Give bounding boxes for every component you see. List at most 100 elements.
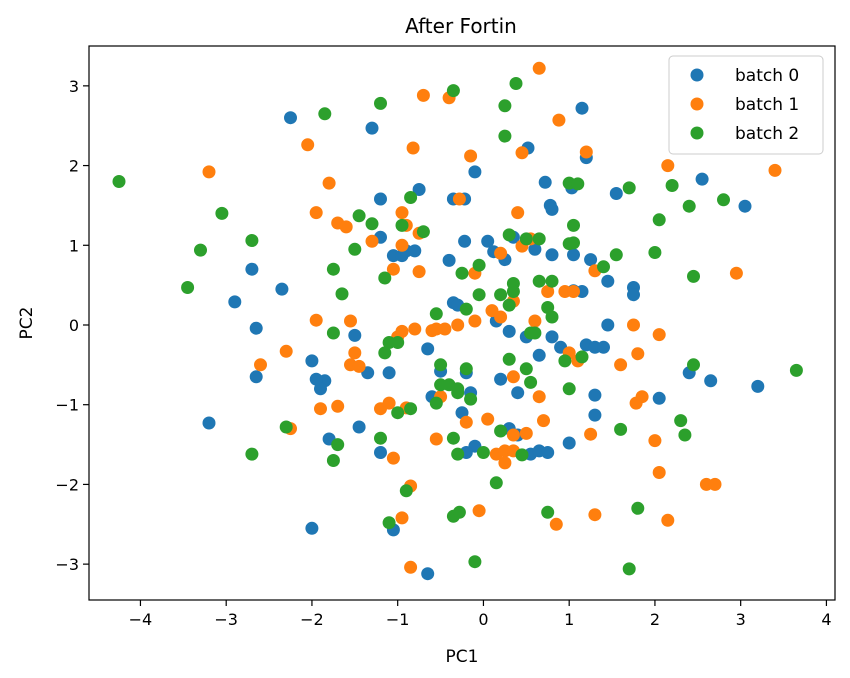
data-point [314, 402, 327, 416]
data-point [412, 183, 426, 196]
x-tick-label: 4 [821, 610, 831, 629]
data-point [652, 466, 666, 479]
data-point [374, 96, 387, 110]
data-point [528, 242, 542, 256]
data-point [674, 414, 688, 428]
y-tick-label: 1 [69, 236, 79, 255]
data-point [305, 354, 319, 368]
y-tick-label: −1 [55, 396, 79, 415]
legend-label: batch 0 [735, 66, 799, 86]
data-point [579, 145, 593, 159]
data-point [629, 396, 643, 410]
data-point [678, 428, 692, 442]
legend-marker [690, 97, 704, 111]
data-point [609, 248, 623, 262]
data-point [455, 266, 469, 280]
data-point [395, 218, 409, 232]
data-point [378, 346, 392, 360]
data-point [421, 567, 435, 581]
x-tick-label: 2 [650, 610, 660, 629]
data-point [275, 282, 289, 296]
data-point [545, 202, 559, 216]
data-point [627, 288, 640, 302]
plot-area-frame [88, 45, 836, 601]
data-point [451, 447, 465, 461]
data-point [365, 217, 379, 231]
data-point [717, 193, 730, 207]
data-point [631, 501, 645, 515]
data-point [458, 234, 472, 248]
data-point [416, 88, 430, 102]
data-point [464, 149, 478, 163]
data-point [386, 451, 400, 465]
chart-title: After Fortin [405, 14, 517, 38]
data-point [464, 392, 478, 406]
data-point [494, 424, 508, 438]
data-point [708, 477, 722, 491]
y-tick-label: 0 [69, 316, 79, 335]
data-point [682, 199, 696, 213]
data-point [498, 129, 512, 143]
data-point [395, 324, 409, 338]
data-point [404, 560, 418, 574]
data-point [215, 206, 229, 220]
data-point [498, 99, 512, 113]
y-tick-label: 2 [69, 157, 79, 176]
data-point [567, 248, 580, 262]
data-point [331, 438, 345, 452]
data-point [326, 262, 340, 276]
data-point [695, 172, 709, 186]
data-point [601, 274, 615, 288]
data-point [416, 225, 430, 239]
data-point [348, 328, 362, 342]
data-point [335, 287, 349, 301]
data-point [112, 175, 126, 188]
data-point [622, 181, 636, 195]
data-point [468, 165, 482, 179]
data-point [687, 358, 700, 372]
data-point [245, 447, 259, 461]
data-point [322, 176, 336, 190]
data-point [429, 396, 443, 410]
data-point [532, 390, 546, 404]
data-point [541, 285, 555, 298]
data-point [408, 244, 422, 258]
data-point [476, 446, 490, 459]
data-point [318, 107, 332, 121]
data-point [254, 358, 267, 372]
data-point [648, 246, 662, 259]
data-point [545, 248, 559, 262]
data-point [609, 187, 623, 200]
data-point [519, 362, 533, 376]
x-tick-label: 0 [478, 610, 488, 629]
data-point [352, 420, 366, 434]
data-point [472, 288, 486, 302]
data-point [339, 220, 353, 234]
data-point [562, 436, 576, 450]
legend-marker [690, 126, 704, 140]
data-point [661, 159, 675, 173]
data-point [472, 504, 486, 518]
data-point [365, 234, 379, 248]
data-point [442, 253, 456, 267]
legend-marker [690, 68, 704, 82]
data-point [395, 206, 409, 220]
data-point [511, 206, 525, 220]
data-point [545, 310, 559, 324]
data-point [537, 414, 550, 428]
data-point [451, 318, 465, 332]
data-point [704, 374, 718, 388]
data-point [729, 266, 743, 280]
data-point [429, 432, 443, 446]
data-point [249, 321, 263, 335]
data-point [326, 454, 340, 467]
data-point [509, 77, 523, 90]
data-point [652, 328, 666, 342]
data-point [601, 318, 615, 332]
data-point [395, 511, 409, 525]
data-point [301, 138, 315, 152]
data-point [309, 206, 323, 220]
data-point [584, 253, 598, 267]
data-point [194, 243, 207, 257]
data-point [365, 121, 379, 135]
